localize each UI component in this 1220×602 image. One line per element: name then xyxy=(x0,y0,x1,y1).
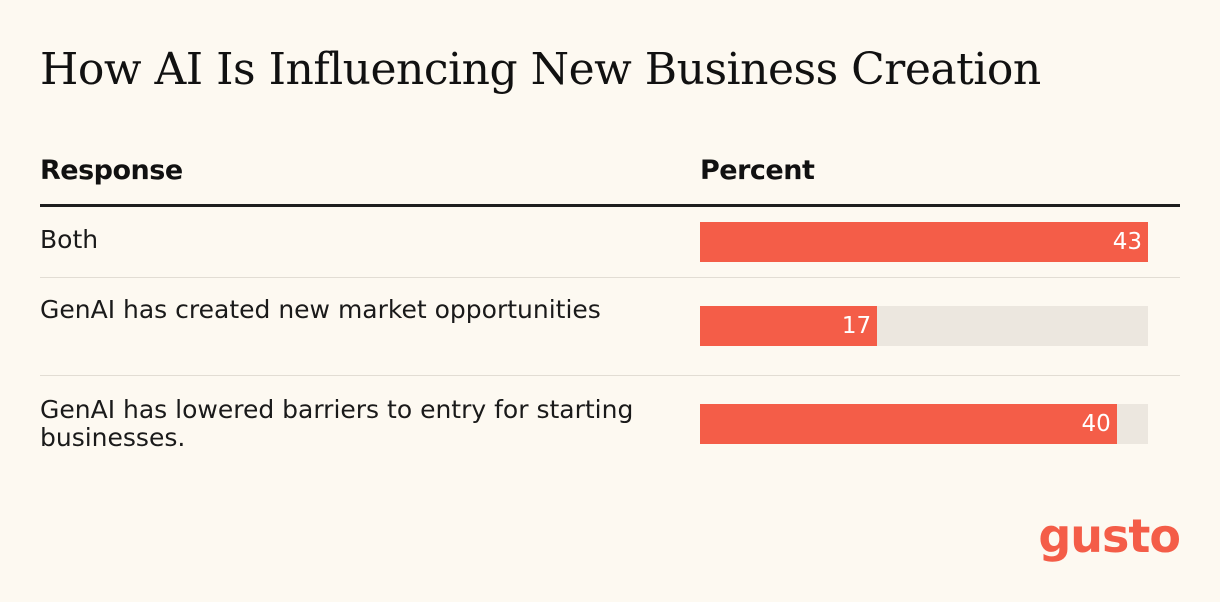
bar-lowered-barriers: 40 xyxy=(700,404,1117,444)
header-divider xyxy=(40,204,1180,207)
row-label-both: Both xyxy=(40,225,99,254)
bar-track-lowered-barriers: 40 xyxy=(700,404,1148,444)
row-label-new-market-opportunities: GenAI has created new market opportuniti… xyxy=(40,295,601,324)
gusto-logo: gusto xyxy=(1038,509,1181,563)
bar-track-both: 43 xyxy=(700,222,1148,262)
chart-title: How AI Is Influencing New Business Creat… xyxy=(40,44,1041,95)
row-divider xyxy=(40,375,1180,376)
row-divider xyxy=(40,277,1180,278)
column-header-response: Response xyxy=(40,155,183,186)
bar-both: 43 xyxy=(700,222,1148,262)
bar-value-new-market-opportunities: 17 xyxy=(841,313,872,339)
column-header-percent: Percent xyxy=(700,155,815,186)
bar-track-new-market-opportunities: 17 xyxy=(700,306,1148,346)
bar-new-market-opportunities: 17 xyxy=(700,306,878,346)
row-label-lowered-barriers: GenAI has lowered barriers to entry for … xyxy=(40,395,634,452)
bar-value-both: 43 xyxy=(1112,229,1142,255)
bar-value-lowered-barriers: 40 xyxy=(1081,411,1111,437)
